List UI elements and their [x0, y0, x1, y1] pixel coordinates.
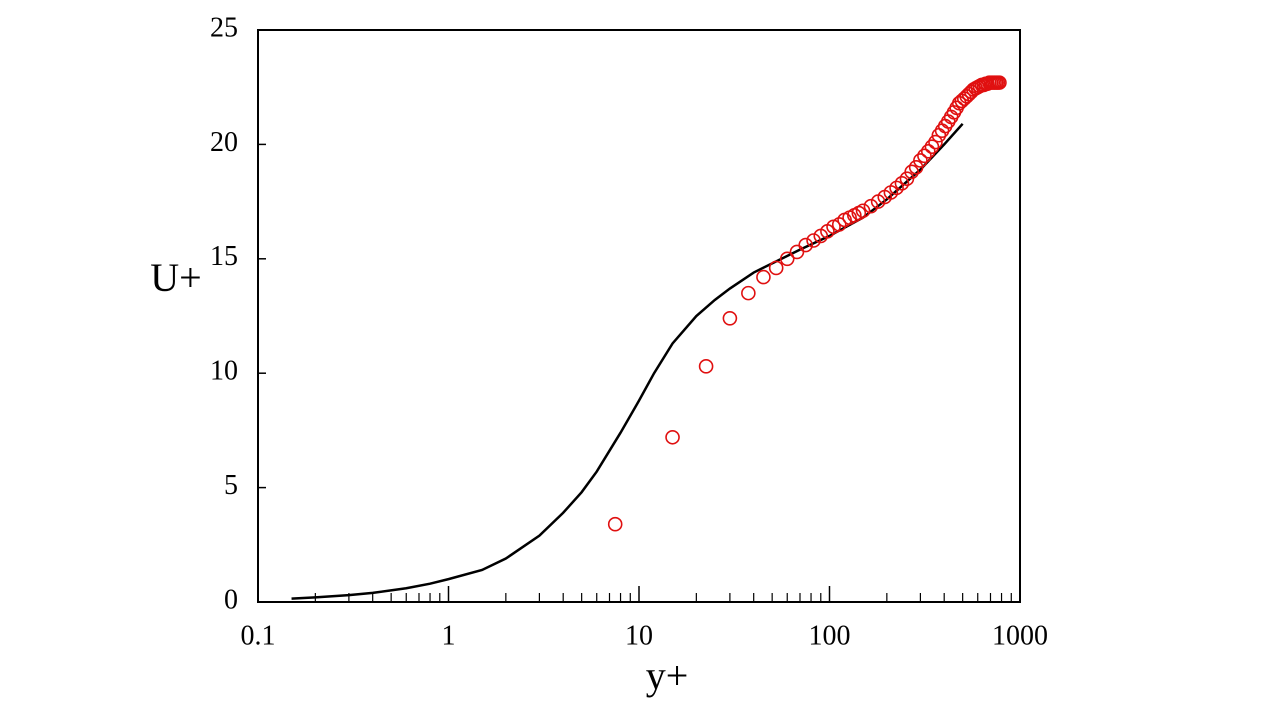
y-tick-label: 25 — [210, 12, 238, 43]
y-tick-label: 0 — [224, 584, 238, 615]
scatter-point — [806, 233, 821, 248]
scatter-point — [889, 180, 904, 196]
scatter-point — [768, 260, 784, 276]
scatter-point — [607, 516, 623, 532]
scatter-point — [756, 269, 771, 285]
scatter-point — [779, 251, 795, 267]
scatter-point — [937, 118, 953, 134]
scatter-point — [924, 139, 940, 154]
y-tick-label: 20 — [210, 127, 238, 158]
scatter-point — [928, 134, 943, 150]
y-tick-label: 15 — [210, 241, 238, 272]
scatter-point — [920, 143, 936, 159]
scatter-point — [904, 164, 919, 180]
plot-frame — [257, 29, 1021, 603]
scatter-point — [798, 237, 813, 253]
scatter-point — [917, 148, 932, 164]
x-axis-label: y+ — [646, 653, 689, 698]
scatter-point — [741, 285, 756, 301]
scatter-point — [913, 153, 928, 168]
scatter-point — [992, 75, 1007, 90]
scatter-point — [665, 429, 680, 445]
y-axis-label: U+ — [150, 255, 201, 300]
scatter-point — [722, 310, 738, 326]
x-tick-label: 10 — [625, 620, 653, 651]
y-tick-label: 5 — [224, 470, 238, 501]
x-tick-label: 1 — [442, 620, 456, 651]
line — [291, 122, 964, 600]
scatter-point — [894, 175, 910, 191]
x-tick-label: 100 — [809, 620, 851, 651]
scatter-point — [855, 203, 871, 219]
x-tick-label: 1000 — [992, 620, 1048, 651]
scatter-point — [831, 217, 847, 232]
x-tick-label: 0.1 — [241, 620, 276, 651]
scatter-point — [940, 114, 956, 129]
scatter-point — [934, 123, 950, 138]
y-tick-label: 10 — [210, 356, 238, 387]
scatter-point — [863, 198, 879, 214]
scatter-point — [698, 359, 714, 374]
